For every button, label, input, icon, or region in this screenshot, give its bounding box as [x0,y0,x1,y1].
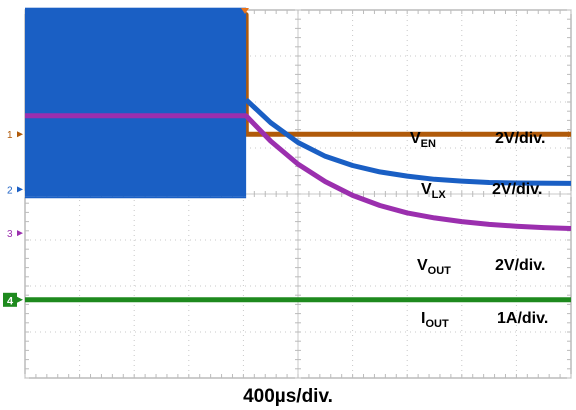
marker-box [3,292,17,307]
label-ch2: VLX [421,181,446,201]
ch1-name-main: V [410,130,421,147]
marker-number: 3 [7,229,13,240]
scale-ch1: 2V/div. [495,130,545,147]
trace-ch3 [25,113,572,231]
ch4-name-sub: OUT [425,318,449,330]
channel-marker-3: 3 [7,229,23,240]
marker-arrow-icon [17,186,23,193]
ch3-name-main: V [417,257,428,274]
traces [25,7,572,303]
marker-arrow-icon [17,131,23,138]
marker-number: 2 [7,185,13,196]
scale-ch2: 2V/div. [492,181,542,198]
trigger-marker-icon [241,8,249,14]
ch3-name-sub: OUT [428,265,452,277]
trace-ch2-switching-burst [25,7,247,197]
ch1-level-arrow-icon [563,131,569,138]
ch2-name-sub: LX [432,189,447,201]
timebase-label: 400µs/div. [243,386,333,407]
marker-arrow-icon [17,230,23,237]
label-ch4: IOUT [421,310,449,330]
label-ch3: VOUT [417,257,451,277]
label-ch1: VEN [410,130,436,150]
ch1-name-sub: EN [421,138,436,150]
scale-ch4: 1A/div. [497,310,548,327]
marker-number: 1 [7,130,13,141]
marker-arrow-icon [17,296,23,303]
channel-marker-4: 4 [3,292,23,307]
channel-markers: 1 2 3 4 [3,130,569,307]
ch4-name-main: I [421,310,425,327]
channel-marker-2: 2 [7,185,23,196]
ch2-name-main: V [421,181,432,198]
scale-ch3: 2V/div. [495,257,545,274]
channel-marker-1: 1 [7,130,23,141]
trace-ch2 [244,97,572,186]
marker-number: 4 [7,295,14,307]
